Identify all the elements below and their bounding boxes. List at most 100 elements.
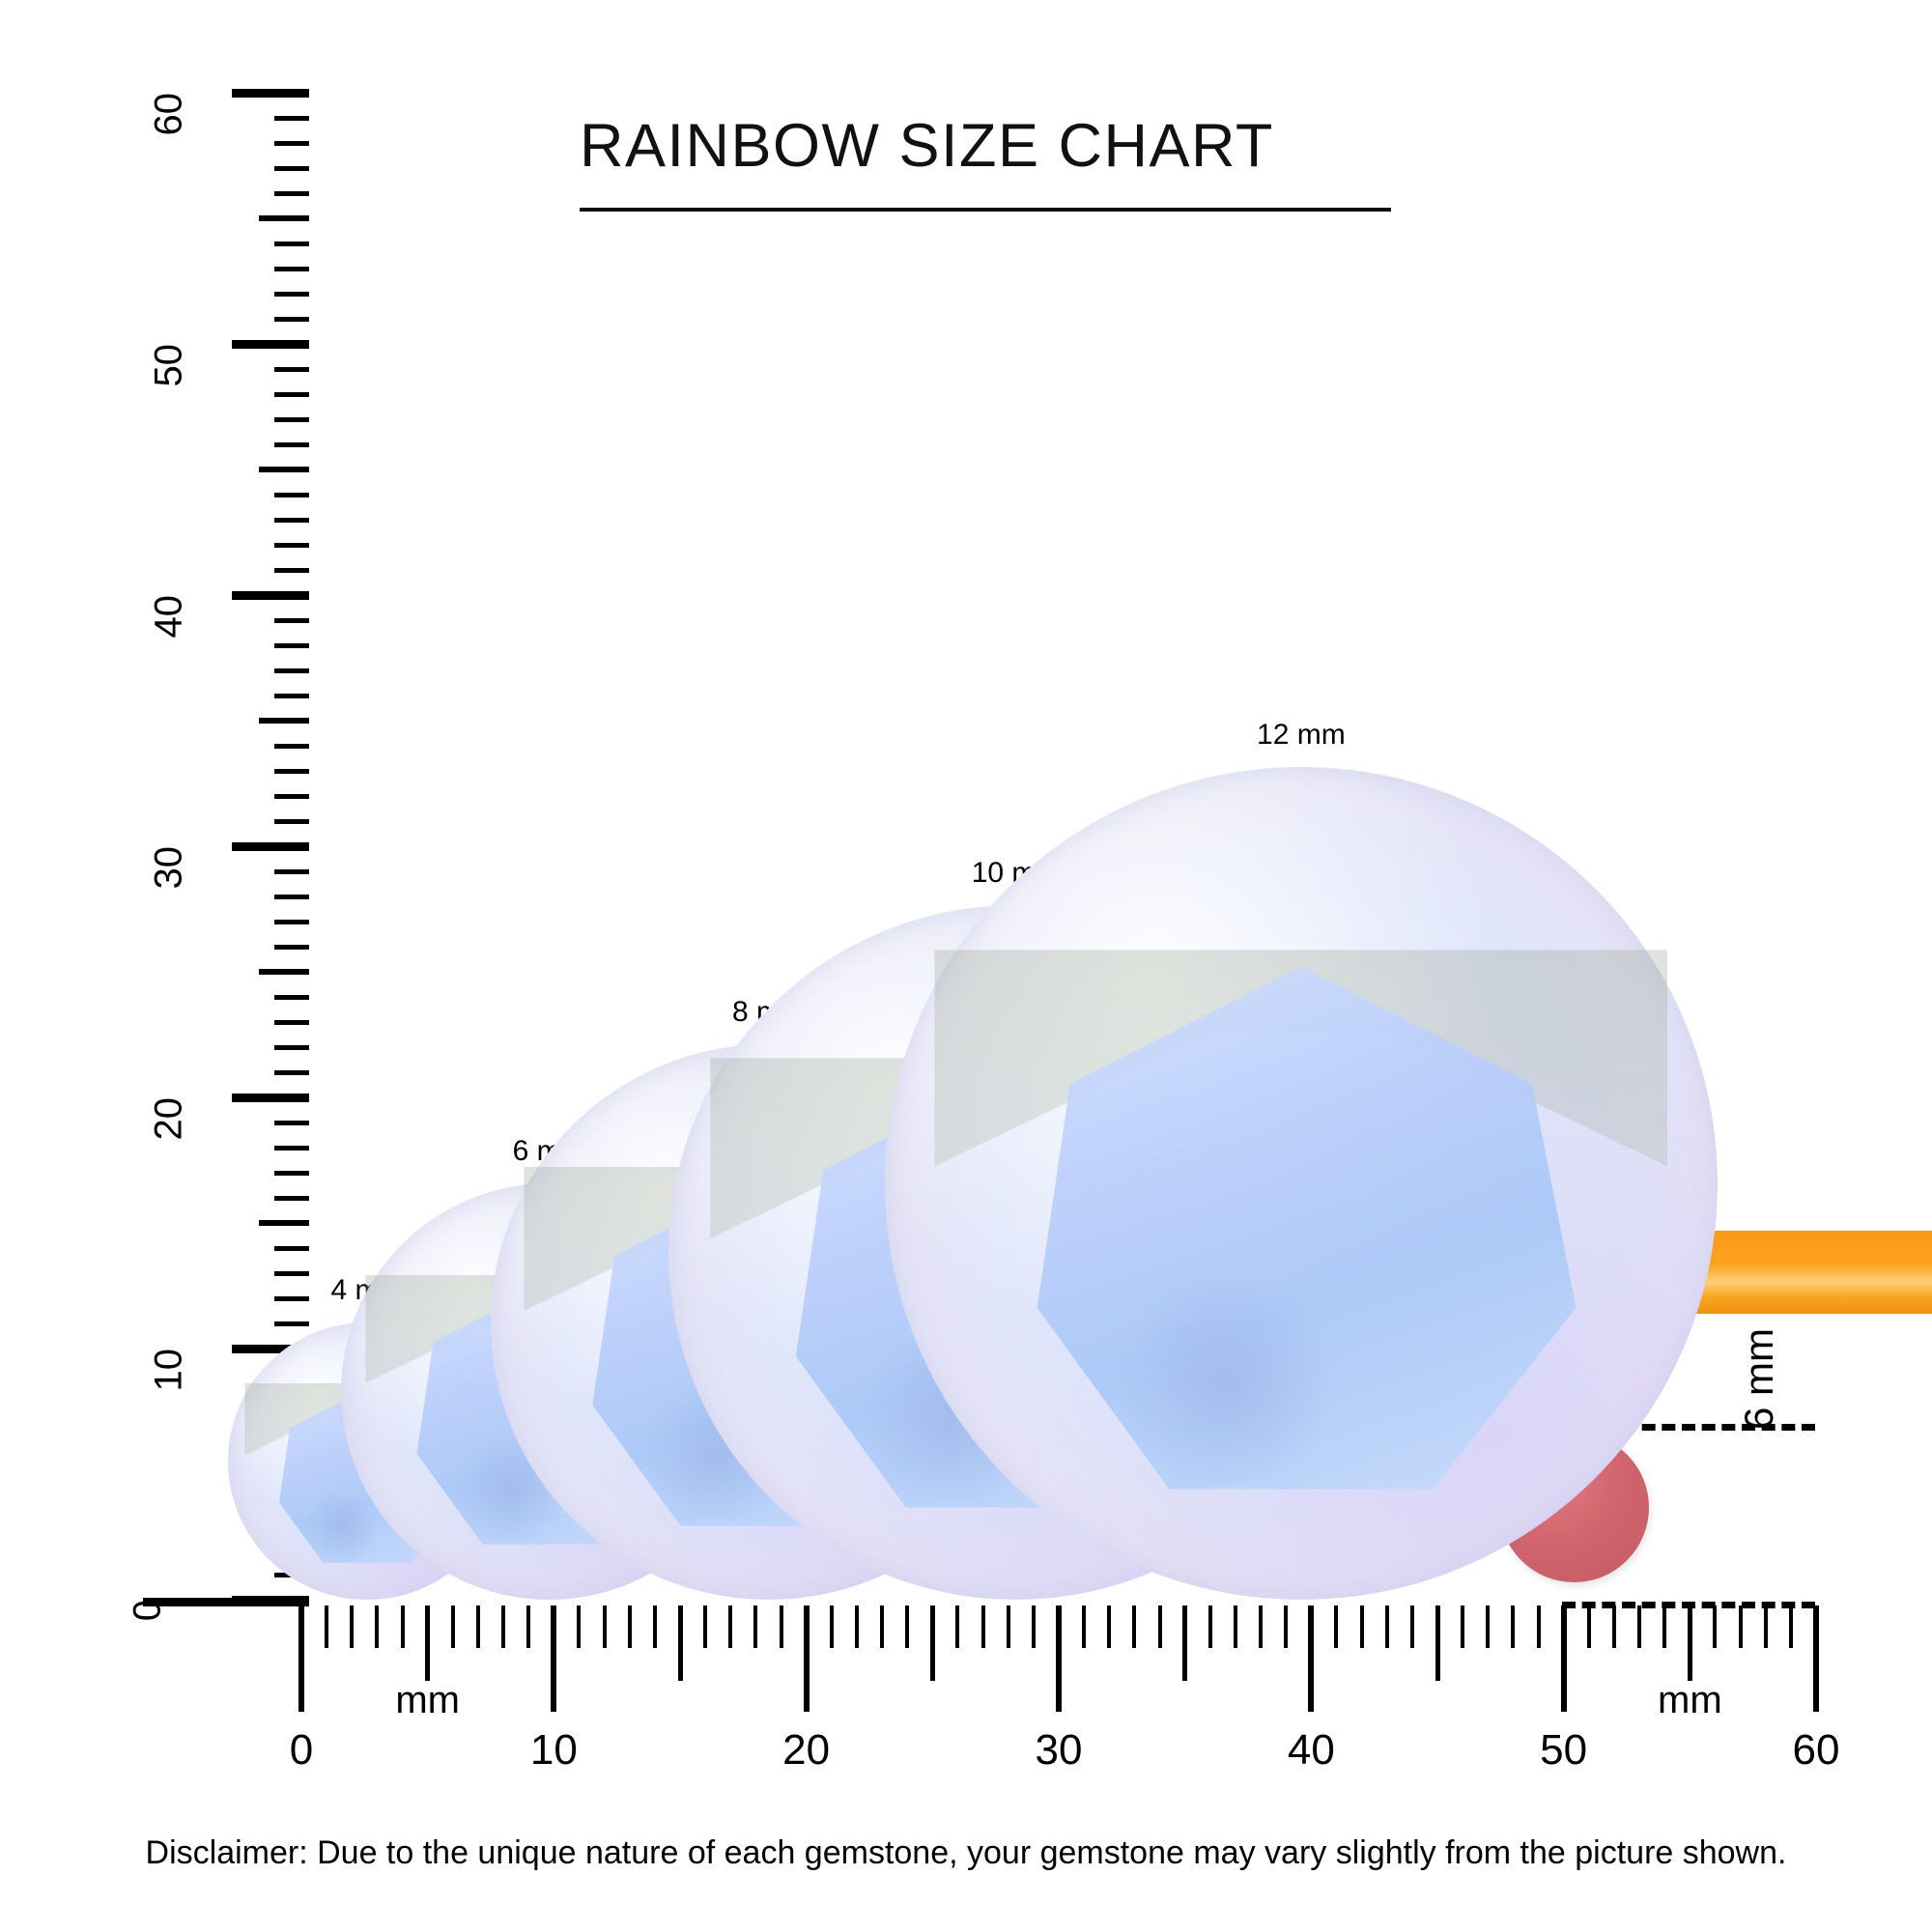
horizontal-ruler-tick — [1334, 1605, 1339, 1648]
horizontal-ruler-tick — [1586, 1605, 1591, 1648]
horizontal-ruler-tick — [829, 1605, 834, 1648]
vertical-ruler-tick — [274, 517, 309, 523]
horizontal-ruler-tick — [1788, 1605, 1793, 1648]
horizontal-ruler-tick — [1486, 1605, 1491, 1648]
horizontal-ruler-tick — [1738, 1605, 1743, 1648]
horizontal-ruler-tick — [905, 1605, 910, 1648]
vertical-ruler-tick — [274, 894, 309, 899]
horizontal-ruler-tick — [652, 1605, 657, 1648]
vertical-ruler-label: 30 — [147, 846, 190, 890]
vertical-ruler-label: 60 — [147, 93, 190, 136]
vertical-ruler-tick — [232, 88, 309, 98]
eraser-measure-guides — [1562, 1424, 1815, 1608]
vertical-ruler-label: 0 — [126, 1600, 169, 1622]
horizontal-ruler-tick — [728, 1605, 733, 1648]
vertical-ruler-label: 50 — [147, 344, 190, 387]
horizontal-ruler-tick — [703, 1605, 708, 1648]
vertical-ruler-tick — [259, 467, 309, 472]
horizontal-ruler-tick — [1435, 1605, 1440, 1681]
horizontal-ruler-tick — [1031, 1605, 1036, 1648]
horizontal-ruler-tick — [526, 1605, 531, 1648]
gem-sparkle — [299, 1493, 384, 1561]
horizontal-ruler-tick — [980, 1605, 985, 1648]
horizontal-ruler-tick — [1182, 1605, 1188, 1681]
vertical-ruler-tick — [274, 115, 309, 121]
vertical-ruler-tick — [274, 1069, 309, 1075]
vertical-ruler-tick — [274, 693, 309, 698]
vertical-ruler-tick — [274, 1145, 309, 1151]
horizontal-ruler-tick — [880, 1605, 885, 1648]
horizontal-ruler-tick — [400, 1605, 405, 1648]
horizontal-ruler-tick — [1056, 1605, 1062, 1712]
horizontal-ruler-tick — [1611, 1605, 1616, 1648]
horizontal-ruler-tick — [753, 1605, 758, 1648]
horizontal-ruler-tick — [1308, 1605, 1315, 1712]
vertical-ruler-label: 10 — [147, 1349, 190, 1392]
gem-sparkle — [1100, 1283, 1351, 1484]
vertical-ruler-tick — [274, 1321, 309, 1326]
horizontal-ruler-tick — [1208, 1605, 1212, 1648]
horizontal-ruler-tick — [325, 1605, 329, 1648]
vertical-ruler-tick — [232, 1344, 309, 1353]
horizontal-ruler-tick — [350, 1605, 355, 1648]
vertical-ruler-label: 20 — [147, 1097, 190, 1141]
vertical-ruler-tick — [274, 1245, 309, 1251]
horizontal-ruler-tick — [677, 1605, 683, 1681]
horizontal-ruler-tick — [475, 1605, 480, 1648]
ruler-corner-join — [143, 1598, 309, 1606]
pencil-barrel — [1678, 1231, 1932, 1314]
vertical-ruler-tick — [259, 969, 309, 975]
vertical-ruler-tick — [274, 241, 309, 246]
vertical-ruler-tick — [274, 190, 309, 196]
vertical-ruler-tick — [274, 140, 309, 146]
horizontal-ruler-tick — [1233, 1605, 1237, 1648]
vertical-ruler-tick — [274, 1170, 309, 1176]
vertical-ruler-tick — [274, 1295, 309, 1301]
vertical-ruler-tick — [274, 165, 309, 171]
horizontal-ruler-tick — [1813, 1605, 1819, 1712]
horizontal-ruler-tick — [501, 1605, 506, 1648]
vertical-ruler-tick — [274, 818, 309, 824]
horizontal-ruler-tick — [1560, 1605, 1567, 1712]
horizontal-ruler-tick — [1687, 1605, 1692, 1681]
vertical-ruler-tick — [232, 841, 309, 851]
horizontal-ruler-tick — [450, 1605, 455, 1648]
vertical-ruler-tick — [259, 215, 309, 221]
horizontal-ruler-unit-label: mm — [1658, 1679, 1722, 1721]
horizontal-ruler-tick — [929, 1605, 935, 1681]
vertical-ruler-tick — [274, 1044, 309, 1050]
vertical-ruler-tick — [274, 416, 309, 422]
vertical-ruler-tick — [274, 919, 309, 924]
horizontal-ruler-tick — [1409, 1605, 1414, 1648]
vertical-ruler-tick — [274, 743, 309, 749]
horizontal-ruler — [298, 1605, 1819, 1721]
vertical-ruler-tick — [274, 567, 309, 573]
horizontal-ruler-unit-label: mm — [395, 1679, 460, 1721]
vertical-ruler-tick — [274, 391, 309, 397]
horizontal-ruler-label: 0 — [289, 1726, 314, 1774]
horizontal-ruler-tick — [1082, 1605, 1087, 1648]
vertical-ruler-tick — [274, 617, 309, 623]
vertical-ruler-tick — [274, 492, 309, 497]
horizontal-ruler-tick — [1763, 1605, 1768, 1648]
vertical-ruler-tick — [274, 1019, 309, 1025]
vertical-ruler-tick — [232, 590, 309, 600]
eraser-measure-label: 6 mm — [1736, 1328, 1781, 1430]
horizontal-ruler-tick — [1637, 1605, 1642, 1648]
vertical-ruler-tick — [232, 339, 309, 349]
horizontal-ruler-tick — [803, 1605, 810, 1712]
horizontal-ruler-tick — [627, 1605, 632, 1648]
horizontal-ruler-tick — [1284, 1605, 1289, 1648]
horizontal-ruler-tick — [425, 1605, 431, 1681]
title-block: RAINBOW SIZE CHART — [580, 116, 1391, 212]
vertical-ruler-tick — [274, 316, 309, 322]
horizontal-ruler-tick — [375, 1605, 380, 1648]
horizontal-ruler-tick — [1511, 1605, 1516, 1648]
vertical-ruler-tick — [274, 994, 309, 1000]
horizontal-ruler-tick — [779, 1605, 783, 1648]
vertical-ruler-tick — [274, 1270, 309, 1276]
vertical-ruler-tick — [274, 768, 309, 774]
horizontal-ruler-tick — [1461, 1605, 1465, 1648]
vertical-ruler-tick — [274, 793, 309, 799]
